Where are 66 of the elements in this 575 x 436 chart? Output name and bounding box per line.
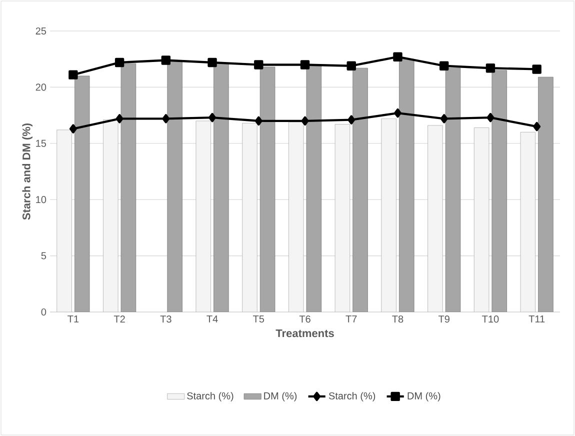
bar	[538, 76, 554, 312]
x-tick-label: T2	[114, 316, 125, 323]
legend-label: Starch (%)	[187, 392, 234, 402]
point	[394, 108, 402, 118]
bar	[474, 127, 490, 312]
x-tick-label: T3	[160, 316, 172, 323]
point	[68, 70, 78, 80]
point	[533, 122, 541, 132]
point	[440, 114, 448, 124]
y-axis-title: Starch and DM (%)	[22, 123, 32, 220]
legend-label: Starch (%)	[328, 392, 376, 402]
bar	[492, 70, 507, 312]
point	[162, 114, 170, 124]
y-tick-label: 20	[36, 84, 46, 91]
y-tick-label: 5	[41, 252, 46, 260]
bar	[242, 122, 258, 312]
y-tick-label: 10	[36, 196, 46, 204]
point	[301, 116, 309, 126]
point	[346, 61, 356, 70]
point	[254, 116, 262, 126]
x-tick-label: T9	[438, 316, 450, 323]
point	[532, 64, 542, 74]
point	[208, 112, 216, 122]
bar	[103, 120, 118, 312]
point	[300, 60, 310, 70]
bar	[74, 76, 90, 312]
point	[116, 114, 124, 124]
bar	[214, 63, 229, 312]
bar	[260, 66, 276, 312]
bar	[428, 125, 443, 312]
point	[114, 58, 124, 68]
y-tick-label: 0	[41, 308, 46, 316]
bar	[520, 132, 536, 312]
bar	[167, 61, 182, 312]
point	[254, 60, 264, 70]
bar	[306, 66, 322, 312]
x-tick-label: T7	[346, 316, 357, 322]
legend-label: DM (%)	[408, 392, 440, 402]
bar	[288, 122, 304, 312]
bar	[334, 124, 350, 312]
x-tick-label: T5	[253, 316, 264, 323]
x-axis-title: Treatments	[276, 329, 334, 338]
bar	[399, 58, 414, 312]
bar	[56, 130, 72, 312]
y-tick-label: 25	[36, 27, 46, 35]
x-tick-label: T10	[482, 316, 499, 323]
point	[486, 63, 496, 73]
point	[69, 124, 77, 134]
point	[486, 112, 494, 122]
x-tick-label: T11	[528, 316, 545, 322]
y-tick-label: 15	[36, 140, 46, 147]
point	[161, 56, 171, 65]
point	[439, 61, 449, 70]
point	[393, 52, 402, 62]
bar	[120, 63, 136, 312]
bar	[381, 118, 396, 312]
x-tick-label: T6	[299, 316, 310, 323]
point	[208, 58, 217, 68]
bar	[445, 68, 461, 312]
legend-label: DM (%)	[264, 392, 297, 402]
x-tick-label: T1	[68, 316, 79, 322]
bar	[196, 120, 211, 312]
bar	[352, 68, 368, 312]
x-tick-label: T8	[392, 316, 404, 323]
x-tick-label: T4	[206, 316, 218, 322]
point	[348, 115, 356, 124]
